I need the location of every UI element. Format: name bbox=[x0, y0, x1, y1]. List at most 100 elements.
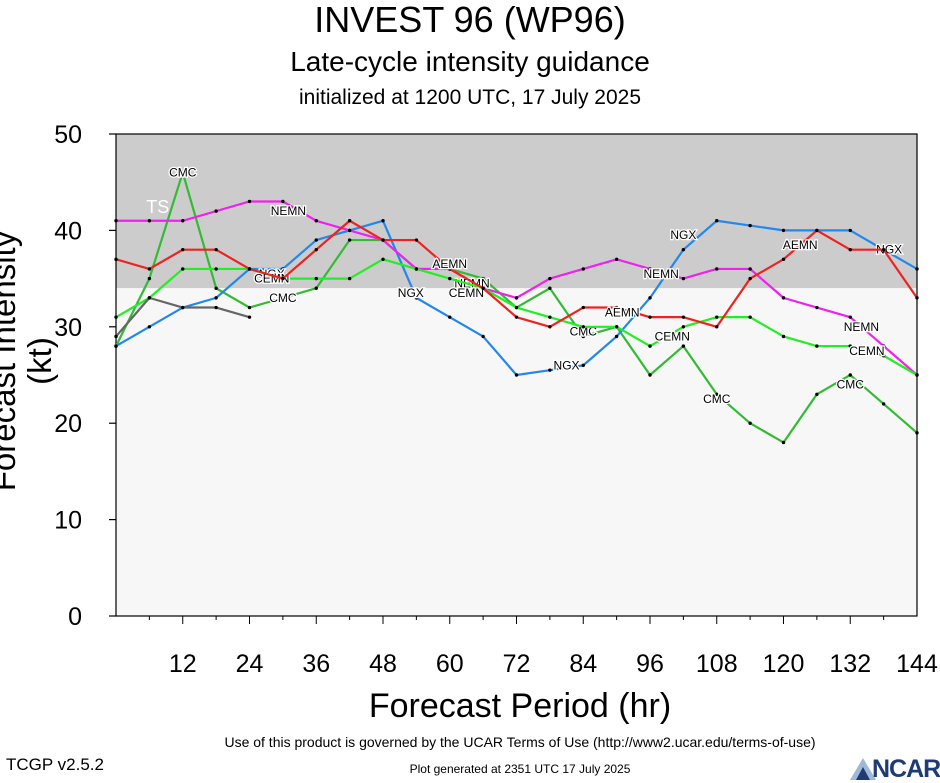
data-point-aemn bbox=[114, 257, 118, 262]
data-point-aemn bbox=[381, 238, 385, 242]
series-label-cmc: CMC bbox=[269, 291, 297, 305]
data-point-cmc bbox=[247, 305, 252, 310]
generated-time: Plot generated at 2351 UTC 17 July 2025 bbox=[409, 762, 631, 776]
series-label-aemn: AEMN bbox=[605, 305, 640, 319]
data-point-cemn bbox=[881, 354, 886, 358]
data-point-cmc bbox=[581, 334, 585, 339]
data-point-aemn bbox=[715, 325, 719, 329]
data-point-unlabeled bbox=[181, 305, 185, 310]
data-point-ngx bbox=[781, 228, 786, 233]
x-tick-label: 24 bbox=[236, 650, 264, 678]
series-label-nemn: NEMN bbox=[271, 204, 306, 218]
data-point-cemn bbox=[748, 315, 752, 319]
series-label-ngx: NGX bbox=[398, 286, 424, 300]
y-tick-label: 20 bbox=[54, 410, 82, 438]
data-point-aemn bbox=[781, 257, 786, 262]
data-point-aemn bbox=[748, 276, 752, 281]
data-point-aemn bbox=[281, 276, 285, 281]
x-tick-label: 120 bbox=[763, 650, 805, 678]
data-point-cmc bbox=[648, 373, 652, 377]
data-point-cmc bbox=[214, 286, 218, 290]
data-point-nemn bbox=[614, 257, 619, 262]
y-tick-label: 10 bbox=[54, 507, 82, 535]
x-tick-label: 96 bbox=[636, 650, 664, 678]
data-point-cemn bbox=[414, 267, 419, 271]
data-point-ngx bbox=[648, 296, 652, 300]
data-point-nemn bbox=[247, 199, 252, 204]
x-tick-label: 108 bbox=[696, 650, 738, 678]
data-point-cmc bbox=[281, 296, 285, 300]
x-tick-label: 48 bbox=[369, 650, 397, 678]
data-point-nemn bbox=[147, 219, 152, 223]
data-point-aemn bbox=[414, 238, 419, 242]
x-tick-label: 72 bbox=[503, 650, 531, 678]
data-point-nemn bbox=[881, 344, 886, 348]
data-point-ngx bbox=[114, 344, 118, 348]
data-point-aemn bbox=[548, 325, 552, 329]
data-point-cemn bbox=[614, 325, 619, 329]
data-point-nemn bbox=[181, 219, 185, 223]
data-point-cemn bbox=[347, 276, 352, 281]
data-point-cmc bbox=[848, 373, 852, 377]
band-label: TS bbox=[146, 197, 169, 217]
data-point-cemn bbox=[648, 344, 652, 348]
data-point-ngx bbox=[548, 368, 552, 372]
data-point-nemn bbox=[314, 219, 318, 223]
data-point-cmc bbox=[314, 286, 318, 290]
data-point-unlabeled bbox=[114, 334, 118, 339]
data-point-ngx bbox=[214, 296, 218, 300]
data-point-nemn bbox=[781, 296, 786, 300]
data-point-cemn bbox=[548, 315, 552, 319]
x-axis-label: Forecast Period (hr) bbox=[368, 687, 672, 725]
data-point-cemn bbox=[214, 267, 218, 271]
y-tick-label: 50 bbox=[54, 121, 82, 149]
series-label-cemn: CEMN bbox=[254, 272, 289, 286]
data-point-aemn bbox=[915, 296, 919, 300]
chart-subtitle: Late-cycle intensity guidance bbox=[290, 46, 650, 77]
data-point-cmc bbox=[147, 276, 152, 281]
series-label-ngx: NGX bbox=[876, 243, 902, 257]
terms-of-use[interactable]: Use of this product is governed by the U… bbox=[224, 734, 816, 750]
data-point-cmc bbox=[548, 286, 552, 290]
series-label-cmc: CMC bbox=[703, 392, 731, 406]
data-point-cmc bbox=[347, 238, 352, 242]
data-point-aemn bbox=[181, 247, 185, 252]
data-point-nemn bbox=[748, 267, 752, 271]
data-point-nemn bbox=[214, 209, 218, 213]
data-point-cemn bbox=[114, 315, 118, 319]
data-point-cemn bbox=[381, 257, 385, 262]
intensity-band-ts bbox=[116, 134, 917, 289]
x-tick-label: 36 bbox=[302, 650, 330, 678]
data-point-aemn bbox=[214, 247, 218, 252]
data-point-cmc bbox=[881, 402, 886, 406]
data-point-ngx bbox=[448, 315, 452, 319]
series-label-ngx: NGX bbox=[554, 358, 580, 372]
y-tick-label: 30 bbox=[54, 314, 82, 342]
data-point-aemn bbox=[514, 315, 519, 319]
data-point-cemn bbox=[781, 334, 786, 339]
data-point-nemn bbox=[848, 315, 852, 319]
data-point-ngx bbox=[147, 325, 152, 329]
x-tick-label: 132 bbox=[829, 650, 871, 678]
x-tick-label: 60 bbox=[436, 650, 464, 678]
data-point-nemn bbox=[815, 305, 819, 310]
series-label-cemn: CEMN bbox=[449, 286, 484, 300]
series-label-nemn: NEMN bbox=[844, 320, 879, 334]
data-point-cmc bbox=[781, 440, 786, 445]
ncar-logo: NCAR bbox=[850, 755, 940, 783]
data-point-cemn bbox=[181, 267, 185, 271]
data-point-cmc bbox=[681, 344, 686, 348]
data-point-unlabeled bbox=[247, 315, 252, 319]
series-label-aemn: AEMN bbox=[783, 238, 818, 252]
data-point-cemn bbox=[848, 344, 852, 348]
data-point-aemn bbox=[648, 315, 652, 319]
data-point-ngx bbox=[748, 223, 752, 228]
ncar-logo-icon bbox=[850, 758, 876, 780]
x-tick-label: 144 bbox=[896, 650, 938, 678]
y-axis-label: Forecast Intensity (kt) bbox=[0, 230, 58, 492]
intensity-band-below-ts bbox=[116, 288, 917, 616]
data-point-nemn bbox=[347, 228, 352, 233]
data-point-ngx bbox=[314, 238, 318, 242]
data-point-cemn bbox=[815, 344, 819, 348]
